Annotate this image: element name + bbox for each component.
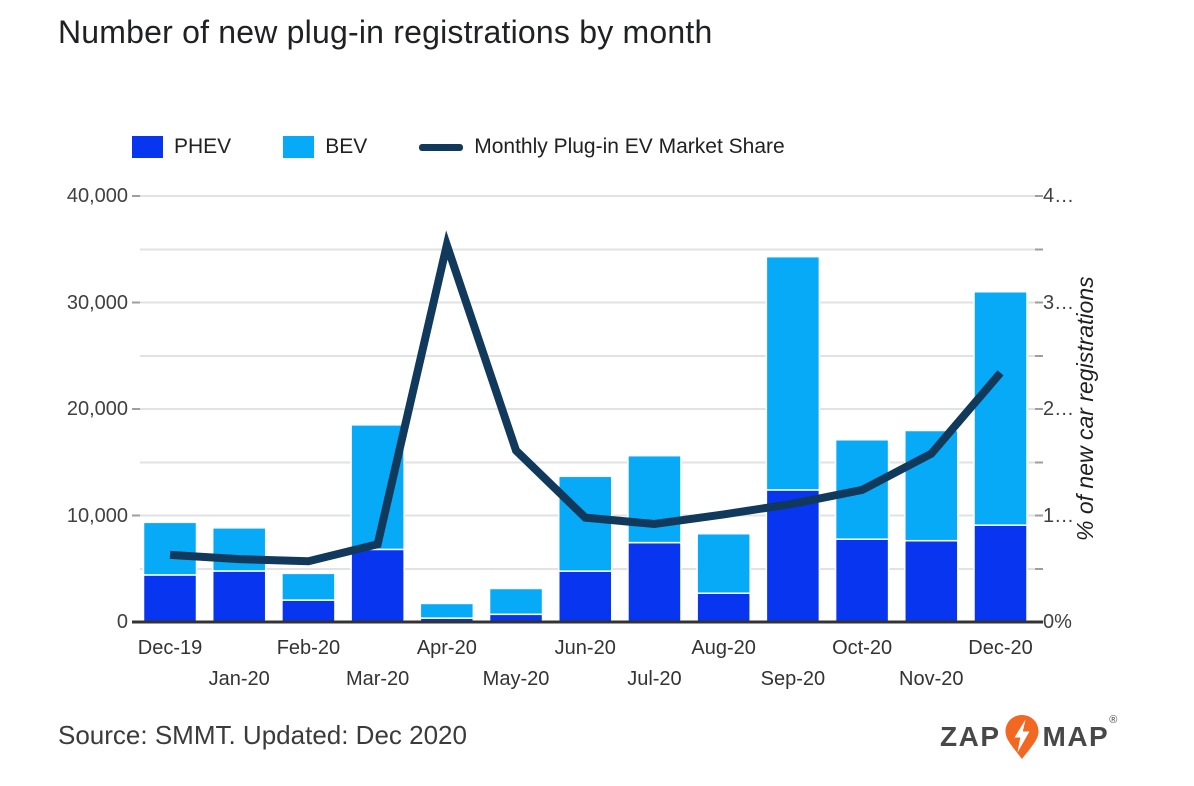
x-axis-label-aug-20: Aug-20 [691, 637, 756, 659]
x-axis-label-apr-20: Apr-20 [416, 637, 477, 659]
registered-mark: ® [1109, 714, 1118, 726]
legend-label-market-share: Monthly Plug-in EV Market Share [474, 135, 785, 158]
legend: PHEV BEV Monthly Plug-in EV Market Share [132, 135, 785, 159]
x-axis-label-jul-20: Jul-20 [627, 668, 682, 690]
bev-bar-jan-20[interactable] [211, 527, 267, 572]
left-axis-label: 30,000 [66, 291, 128, 314]
phev-bar-feb-20[interactable] [281, 599, 336, 623]
legend-item-phev[interactable]: PHEV [132, 135, 231, 159]
bev-bar-dec-19[interactable] [142, 521, 198, 576]
bev-bar-apr-20[interactable] [419, 602, 475, 619]
phev-bar-nov-20[interactable] [904, 539, 959, 623]
zapmap-logo: ZAP MAP ® [940, 712, 1117, 762]
chart-title: Number of new plug-in registrations by m… [58, 14, 713, 50]
x-axis-label-feb-20: Feb-20 [276, 637, 341, 659]
logo-zap-text: ZAP [940, 721, 1001, 752]
bev-bar-jun-20[interactable] [558, 475, 613, 572]
bev-bar-nov-20[interactable] [904, 429, 959, 542]
phev-bar-dec-19[interactable] [142, 574, 198, 623]
map-pin-lightning-icon [1004, 714, 1040, 760]
bev-bar-feb-20[interactable] [281, 572, 336, 601]
line-swatch-icon [419, 143, 464, 151]
x-axis-label-sep-20: Sep-20 [760, 668, 826, 690]
x-axis-label-jun-20: Jun-20 [554, 637, 616, 659]
x-axis-label-oct-20: Oct-20 [832, 637, 893, 659]
legend-label-bev: BEV [325, 135, 368, 158]
x-axis-label-dec-20: Dec-20 [968, 637, 1033, 659]
phev-bar-sep-20[interactable] [765, 489, 821, 623]
x-axis-label-dec-19: Dec-19 [137, 637, 203, 659]
phev-bar-aug-20[interactable] [696, 592, 751, 623]
right-axis-label: 2… [1043, 398, 1075, 420]
left-axis-label: 40,000 [66, 185, 128, 207]
phev-bar-jun-20[interactable] [558, 570, 613, 623]
phev-bar-jan-20[interactable] [211, 570, 267, 623]
legend-item-market-share[interactable]: Monthly Plug-in EV Market Share [419, 135, 785, 159]
right-axis-label: 3… [1043, 291, 1075, 314]
phev-bar-mar-20[interactable] [350, 548, 405, 623]
phev-swatch-icon [132, 136, 163, 158]
phev-bar-jul-20[interactable] [627, 541, 682, 623]
bev-bar-sep-20[interactable] [765, 255, 821, 491]
phev-bar-dec-20[interactable] [973, 524, 1028, 623]
x-axis-label-mar-20: Mar-20 [345, 668, 410, 690]
legend-item-bev[interactable]: BEV [283, 135, 367, 159]
phev-bar-oct-20[interactable] [834, 538, 890, 623]
bev-swatch-icon [283, 136, 315, 158]
market-share-line[interactable] [169, 230, 1004, 566]
x-axis-label-nov-20: Nov-20 [899, 668, 964, 690]
x-axis-label-may-20: May-20 [482, 668, 550, 690]
left-axis-label: 20,000 [66, 398, 128, 420]
bev-bar-aug-20[interactable] [696, 532, 751, 594]
bev-bar-may-20[interactable] [488, 587, 544, 616]
logo-map-text: MAP [1042, 721, 1110, 752]
x-axis-label-jan-20: Jan-20 [208, 668, 270, 690]
bev-bar-jul-20[interactable] [627, 454, 682, 544]
left-axis-label: 10,000 [66, 504, 128, 527]
left-axis-label: 0 [116, 611, 128, 633]
right-axis-label: 4… [1043, 185, 1075, 207]
right-axis-title: % of new car registrations [1072, 276, 1098, 542]
right-axis-label: 1… [1043, 504, 1075, 527]
right-axis-label: 0% [1043, 611, 1072, 633]
source-note: Source: SMMT. Updated: Dec 2020 [58, 720, 467, 750]
legend-label-phev: PHEV [174, 135, 232, 158]
bev-bar-dec-20[interactable] [973, 291, 1028, 526]
